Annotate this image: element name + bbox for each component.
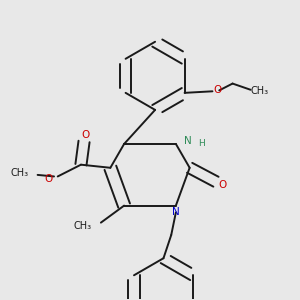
Text: CH₃: CH₃ [251,86,269,96]
Text: O: O [213,85,221,95]
Text: CH₃: CH₃ [10,168,28,178]
Text: N: N [172,207,180,218]
Text: N: N [184,136,191,146]
Text: O: O [44,174,52,184]
Text: O: O [219,180,227,190]
Text: H: H [198,139,205,148]
Text: CH₃: CH₃ [74,221,92,231]
Text: O: O [82,130,90,140]
